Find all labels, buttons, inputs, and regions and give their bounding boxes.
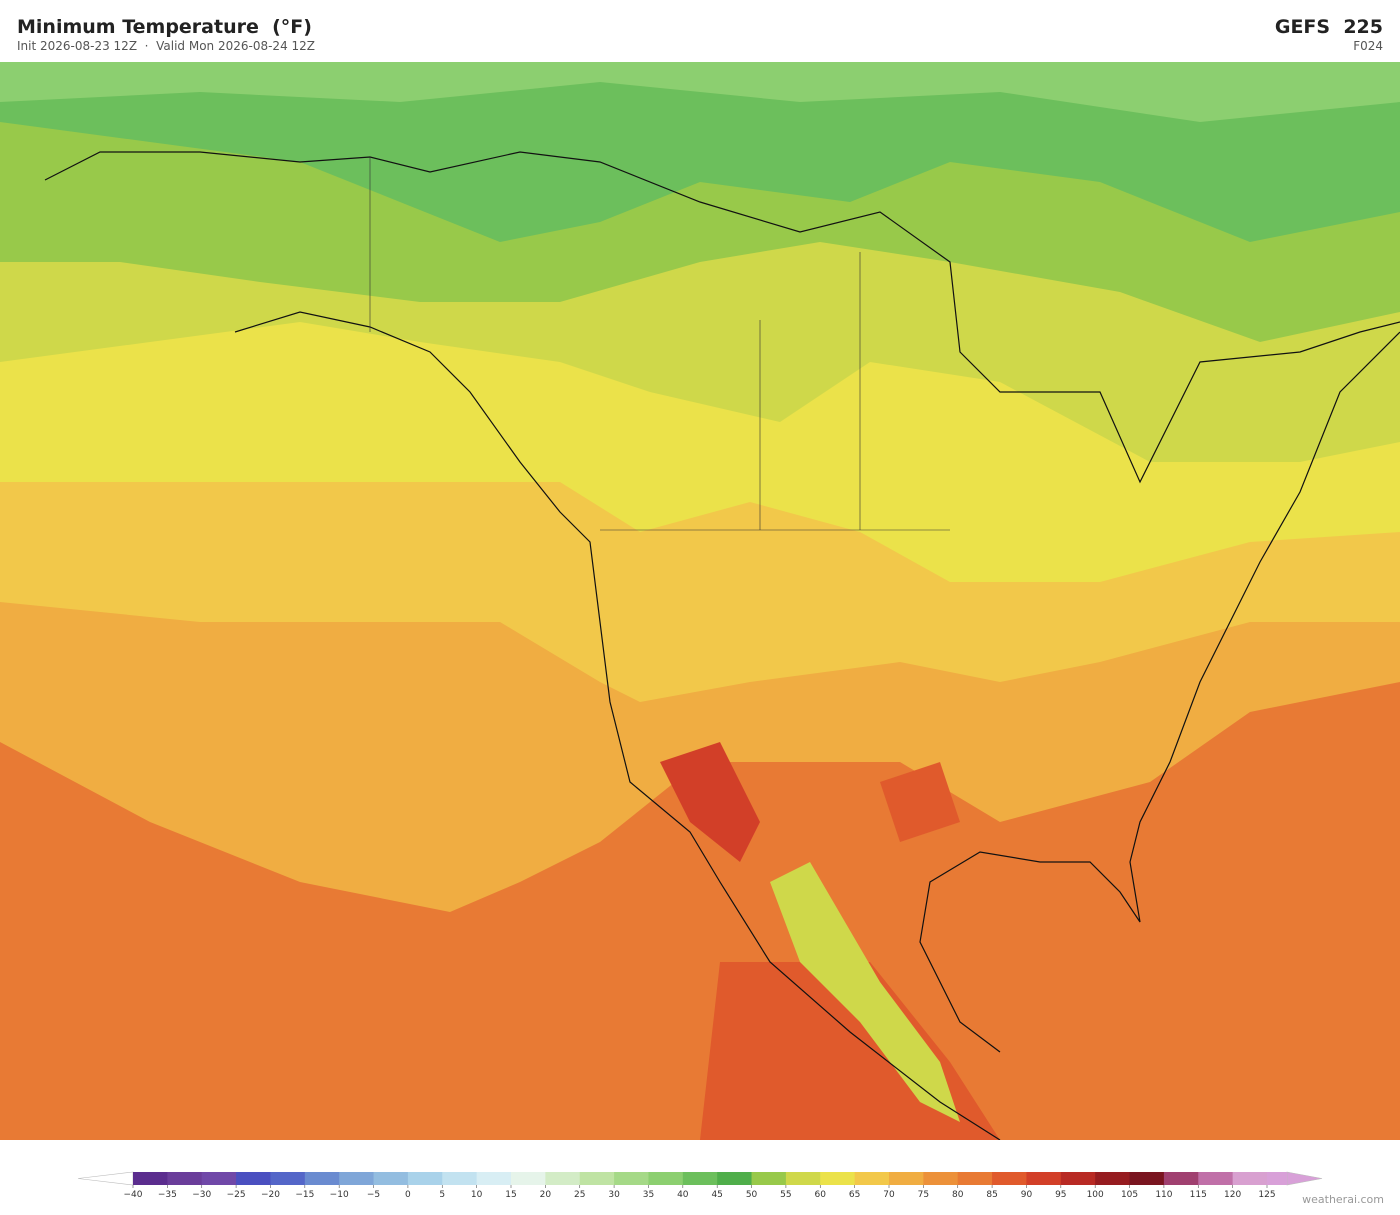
colorbar-tick-label: 55 [780, 1190, 791, 1200]
colorbar-bin [270, 1172, 306, 1185]
colorbar-tick-label: 50 [746, 1190, 758, 1200]
colorbar-over [1286, 1171, 1323, 1186]
colorbar-tick-label: 115 [1190, 1190, 1207, 1200]
colorbar-tick-label: 30 [608, 1190, 620, 1200]
colorbar-tick-label: 120 [1224, 1190, 1241, 1200]
map [0, 62, 1400, 1140]
colorbar-tick-label: 105 [1121, 1190, 1138, 1200]
colorbar-bin [1129, 1172, 1165, 1185]
colorbar-bin [992, 1172, 1027, 1185]
colorbar-bin [957, 1172, 993, 1185]
colorbar-tick-label: −25 [227, 1190, 246, 1200]
colorbar-tick-label: 125 [1258, 1190, 1275, 1200]
colorbar-bin [304, 1172, 340, 1185]
colorbar-bin [717, 1172, 753, 1185]
colorbar-bin [614, 1172, 649, 1185]
colorbar-under [77, 1171, 134, 1186]
colorbar-bin [236, 1172, 271, 1185]
colorbar-bin [133, 1172, 168, 1185]
colorbar-tick-label: 45 [711, 1190, 722, 1200]
model: GEFS 225 [1274, 16, 1383, 38]
colorbar-tick-label: 10 [471, 1190, 483, 1200]
colorbar-tick-label: 85 [986, 1190, 997, 1200]
colorbar-tick-label: −30 [192, 1190, 211, 1200]
colorbar-bin [476, 1172, 512, 1185]
colorbar-tick-label: −10 [330, 1190, 349, 1200]
colorbar-tick-label: 80 [952, 1190, 964, 1200]
colorbar-bin [648, 1172, 684, 1185]
colorbar-tick-label: 20 [540, 1190, 552, 1200]
colorbar-extension [1267, 1172, 1287, 1185]
colorbar-bin [820, 1172, 856, 1185]
colorbar-tick-label: 25 [574, 1190, 585, 1200]
colorbar-tick-label: 90 [1021, 1190, 1033, 1200]
colorbar-bin [201, 1172, 237, 1185]
colorbar-bin [1095, 1172, 1131, 1185]
colorbar-bin [854, 1172, 890, 1185]
colorbar-bin [545, 1172, 581, 1185]
title: Minimum Temperature (°F) [17, 16, 312, 38]
colorbar-tick-label: −15 [295, 1190, 314, 1200]
colorbar-tick-label: 65 [849, 1190, 860, 1200]
colorbar-tick-label: −35 [158, 1190, 177, 1200]
colorbar-tick-label: −20 [261, 1190, 280, 1200]
colorbar-bin [167, 1172, 203, 1185]
colorbar-bin [682, 1172, 718, 1185]
colorbar-bin [889, 1172, 924, 1185]
colorbar-bin [751, 1172, 787, 1185]
colorbar-bin [1163, 1172, 1199, 1185]
colorbar-tick-label: −40 [124, 1190, 143, 1200]
colorbar-bin [407, 1172, 443, 1185]
colorbar-tick-label: 5 [439, 1190, 445, 1200]
colorbar-tick-label: 60 [815, 1190, 827, 1200]
colorbar-tick-label: 95 [1055, 1190, 1066, 1200]
colorbar-bin [373, 1172, 409, 1185]
subtitle: Init 2026-08-23 12Z · Valid Mon 2026-08-… [17, 39, 316, 53]
watermark: weatherai.com [1302, 1193, 1384, 1206]
colorbar-bin [1198, 1172, 1234, 1185]
colorbar-bin [339, 1172, 375, 1185]
colorbar-tick-label: 0 [405, 1190, 411, 1200]
colorbar: −40 −35 −30 −25 −20 −15 −10 −5 0 5 10 15 20 25 30 35 40 4… [77, 1171, 1323, 1200]
colorbar-tick-label: 40 [677, 1190, 689, 1200]
colorbar-tick-label: 15 [505, 1190, 516, 1200]
colorbar-bin [1232, 1172, 1268, 1185]
colorbar-bin [923, 1172, 959, 1185]
colorbar-tick-label: 100 [1087, 1190, 1104, 1200]
colorbar-tick-label: −5 [367, 1190, 380, 1200]
forecast-hour: F024 [1353, 39, 1383, 53]
colorbar-bin [1060, 1172, 1096, 1185]
colorbar-bin [785, 1172, 821, 1185]
colorbar-tick-label: 110 [1155, 1190, 1172, 1200]
colorbar-tick-label: 75 [918, 1190, 929, 1200]
colorbar-bin [442, 1172, 478, 1185]
colorbar-bin [579, 1172, 615, 1185]
colorbar-bin [1026, 1172, 1062, 1185]
colorbar-tick-label: 70 [883, 1190, 895, 1200]
colorbar-bin [511, 1172, 546, 1185]
colorbar-tick-label: 35 [643, 1190, 654, 1200]
